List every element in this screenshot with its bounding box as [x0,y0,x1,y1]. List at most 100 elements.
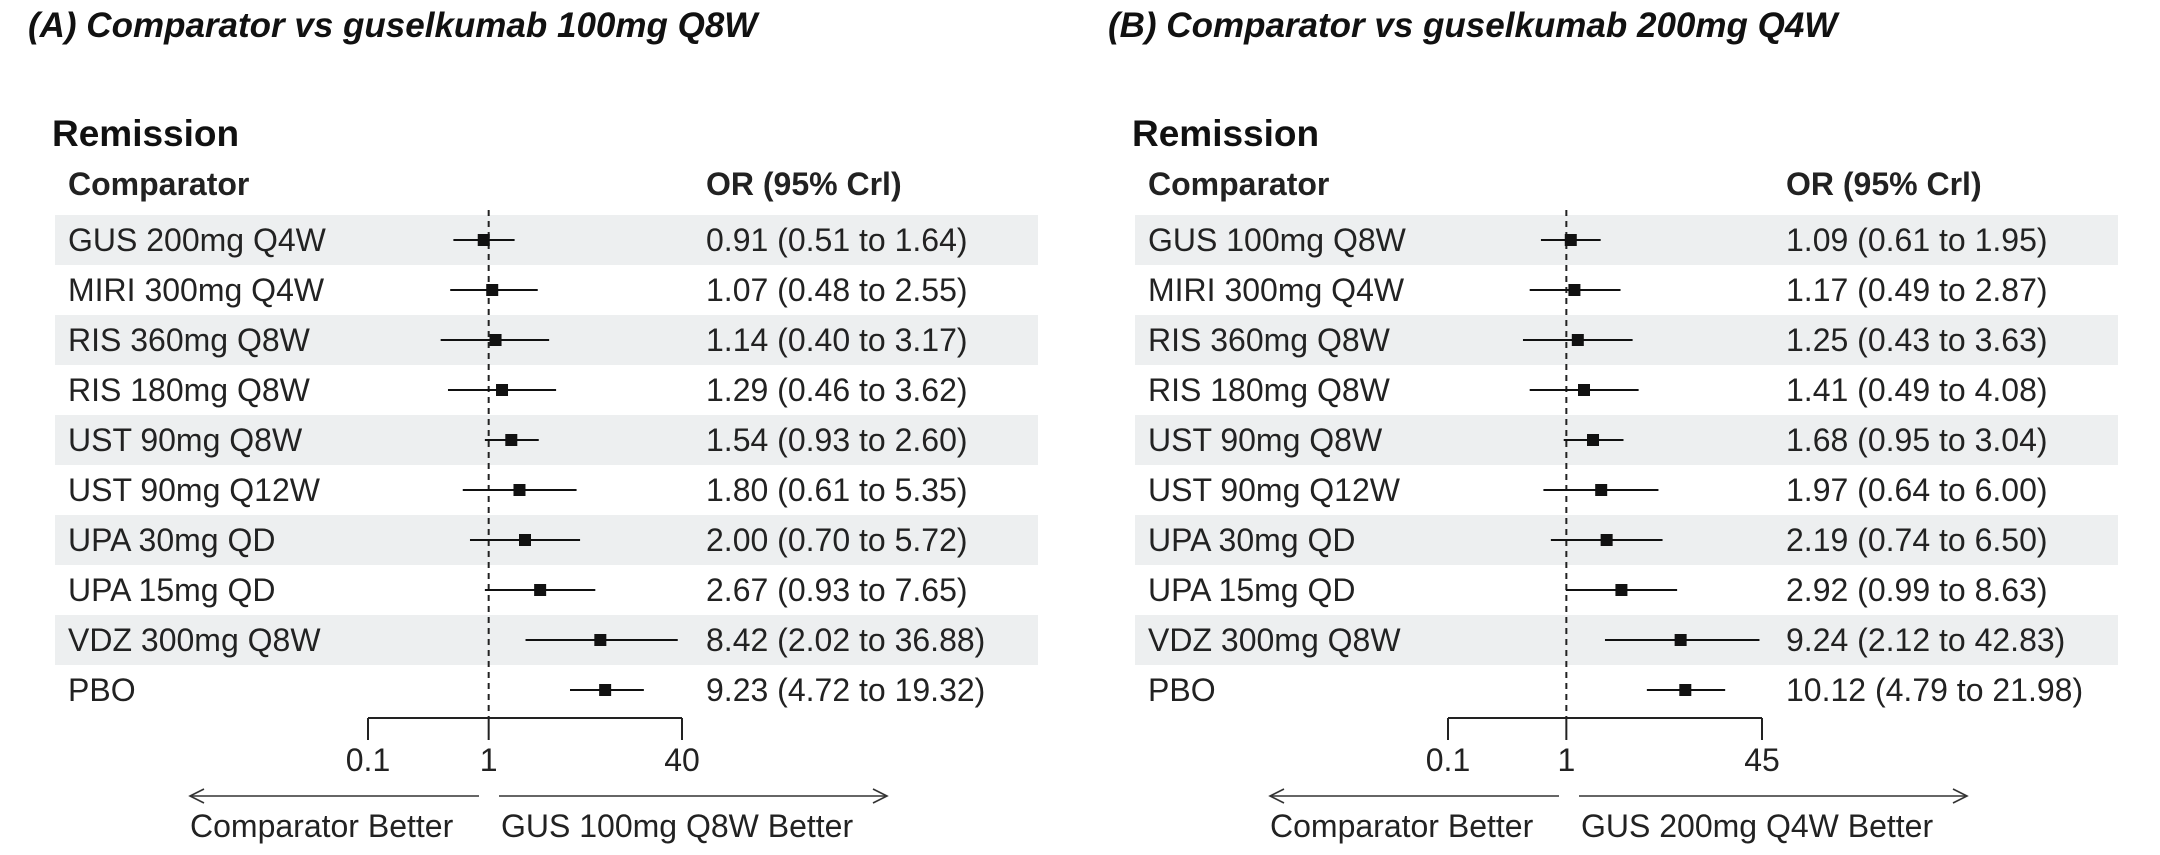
or-value: 1.41 (0.49 to 4.08) [1786,372,2048,408]
row-label: RIS 360mg Q8W [68,322,310,358]
or-value: 1.07 (0.48 to 2.55) [706,272,968,308]
point-estimate [1600,534,1613,546]
row-label: VDZ 300mg Q8W [1148,622,1401,658]
forest-row: GUS 200mg Q4W 0.91 (0.51 to 1.64) [55,215,1038,265]
row-label: UST 90mg Q8W [1148,422,1383,458]
forest-row: UST 90mg Q8W 1.54 (0.93 to 2.60) [55,415,1038,465]
gus-better-label: GUS 100mg Q8W Better [501,808,854,844]
or-value: 1.80 (0.61 to 5.35) [706,472,968,508]
point-estimate [1615,584,1628,596]
forest-row: UPA 30mg QD 2.00 (0.70 to 5.72) [55,515,1038,565]
forest-row: PBO 10.12 (4.79 to 21.98) [1135,665,2118,715]
forest-row: MIRI 300mg Q4W 1.17 (0.49 to 2.87) [1135,265,2118,315]
row-label: RIS 180mg Q8W [68,372,310,408]
point-estimate [489,334,502,346]
point-estimate [1564,234,1577,246]
row-label: RIS 360mg Q8W [1148,322,1390,358]
section-title: Remission [1132,113,1320,154]
forest-row: MIRI 300mg Q4W 1.07 (0.48 to 2.55) [55,265,1038,315]
row-label: GUS 200mg Q4W [68,222,326,258]
row-label: UPA 30mg QD [68,522,276,558]
forest-plot: 0.1 1 45 [1268,210,1969,804]
row-label: PBO [68,672,136,708]
row-label: PBO [1148,672,1216,708]
point-estimate [477,234,490,246]
forest-row: RIS 180mg Q8W 1.41 (0.49 to 4.08) [1135,365,2118,415]
point-estimate [496,384,509,396]
or-column-header: OR (95% Crl) [706,166,902,202]
row-label: UPA 30mg QD [1148,522,1356,558]
section-title: Remission [52,113,240,154]
point-estimate [1679,684,1692,696]
x-tick-label: 40 [664,742,700,778]
row-label: UST 90mg Q8W [68,422,303,458]
point-estimate [534,584,547,596]
x-tick-label: 1 [480,742,498,778]
forest-panel-a: (A) Comparator vs guselkumab 100mg Q8W R… [28,6,1038,844]
x-tick-label: 45 [1744,742,1780,778]
or-value: 1.25 (0.43 to 3.63) [1786,322,2048,358]
point-estimate [486,284,499,296]
or-value: 1.09 (0.61 to 1.95) [1786,222,2048,258]
panel-title: (A) Comparator vs guselkumab 100mg Q8W [28,6,758,45]
forest-row: UST 90mg Q12W 1.80 (0.61 to 5.35) [55,465,1038,515]
forest-row: VDZ 300mg Q8W 9.24 (2.12 to 42.83) [1135,615,2118,665]
forest-row: RIS 180mg Q8W 1.29 (0.46 to 3.62) [55,365,1038,415]
right-arrow-head [1952,788,1969,804]
or-value: 1.14 (0.40 to 3.17) [706,322,968,358]
point-estimate [1568,284,1581,296]
forest-row: PBO 9.23 (4.72 to 19.32) [55,665,1038,715]
or-value: 1.17 (0.49 to 2.87) [1786,272,2048,308]
or-value: 1.54 (0.93 to 2.60) [706,422,968,458]
point-estimate [599,684,612,696]
forest-row: GUS 100mg Q8W 1.09 (0.61 to 1.95) [1135,215,2118,265]
point-estimate [519,534,531,546]
panel-title: (B) Comparator vs guselkumab 200mg Q4W [1108,6,1838,45]
row-label: MIRI 300mg Q4W [1148,272,1405,308]
row-label: RIS 180mg Q8W [1148,372,1390,408]
point-estimate [1587,434,1600,446]
point-estimate [1571,334,1584,346]
left-arrow-head [188,788,205,804]
left-arrow-head [1268,788,1285,804]
comparator-better-label: Comparator Better [1270,808,1534,844]
or-column-header: OR (95% Crl) [1786,166,1982,202]
right-arrow-head [872,788,889,804]
point-estimate [1674,634,1687,646]
point-estimate [1578,384,1591,396]
gus-better-label: GUS 200mg Q4W Better [1581,808,1934,844]
forest-row: RIS 360mg Q8W 1.25 (0.43 to 3.63) [1135,315,2118,365]
row-label: GUS 100mg Q8W [1148,222,1406,258]
row-label: VDZ 300mg Q8W [68,622,321,658]
or-value: 9.24 (2.12 to 42.83) [1786,622,2066,658]
forest-row: UPA 30mg QD 2.19 (0.74 to 6.50) [1135,515,2118,565]
forest-row: UPA 15mg QD 2.67 (0.93 to 7.65) [55,565,1038,615]
or-value: 2.19 (0.74 to 6.50) [1786,522,2048,558]
row-label: MIRI 300mg Q4W [68,272,325,308]
x-tick-label: 0.1 [1426,742,1470,778]
x-tick-label: 1 [1557,742,1575,778]
forest-row: VDZ 300mg Q8W 8.42 (2.02 to 36.88) [55,615,1038,665]
forest-row: UST 90mg Q12W 1.97 (0.64 to 6.00) [1135,465,2118,515]
row-label: UST 90mg Q12W [1148,472,1400,508]
forest-plot: 0.1 1 40 [188,210,889,804]
forest-panel-b: (B) Comparator vs guselkumab 200mg Q4W R… [1080,0,2160,855]
x-tick-label: 0.1 [346,742,390,778]
row-label: UPA 15mg QD [1148,572,1356,608]
point-estimate [505,434,518,446]
or-value: 2.00 (0.70 to 5.72) [706,522,968,558]
comparator-better-label: Comparator Better [190,808,454,844]
point-estimate [1595,484,1608,496]
comparator-column-header: Comparator [1148,166,1330,202]
or-value: 10.12 (4.79 to 21.98) [1786,672,2084,708]
or-value: 2.92 (0.99 to 8.63) [1786,572,2048,608]
row-label: UPA 15mg QD [68,572,276,608]
point-estimate [513,484,526,496]
forest-row: UST 90mg Q8W 1.68 (0.95 to 3.04) [1135,415,2118,465]
or-value: 1.68 (0.95 to 3.04) [1786,422,2048,458]
point-estimate [594,634,607,646]
or-value: 8.42 (2.02 to 36.88) [706,622,986,658]
or-value: 2.67 (0.93 to 7.65) [706,572,968,608]
or-value: 1.97 (0.64 to 6.00) [1786,472,2048,508]
or-value: 9.23 (4.72 to 19.32) [706,672,986,708]
